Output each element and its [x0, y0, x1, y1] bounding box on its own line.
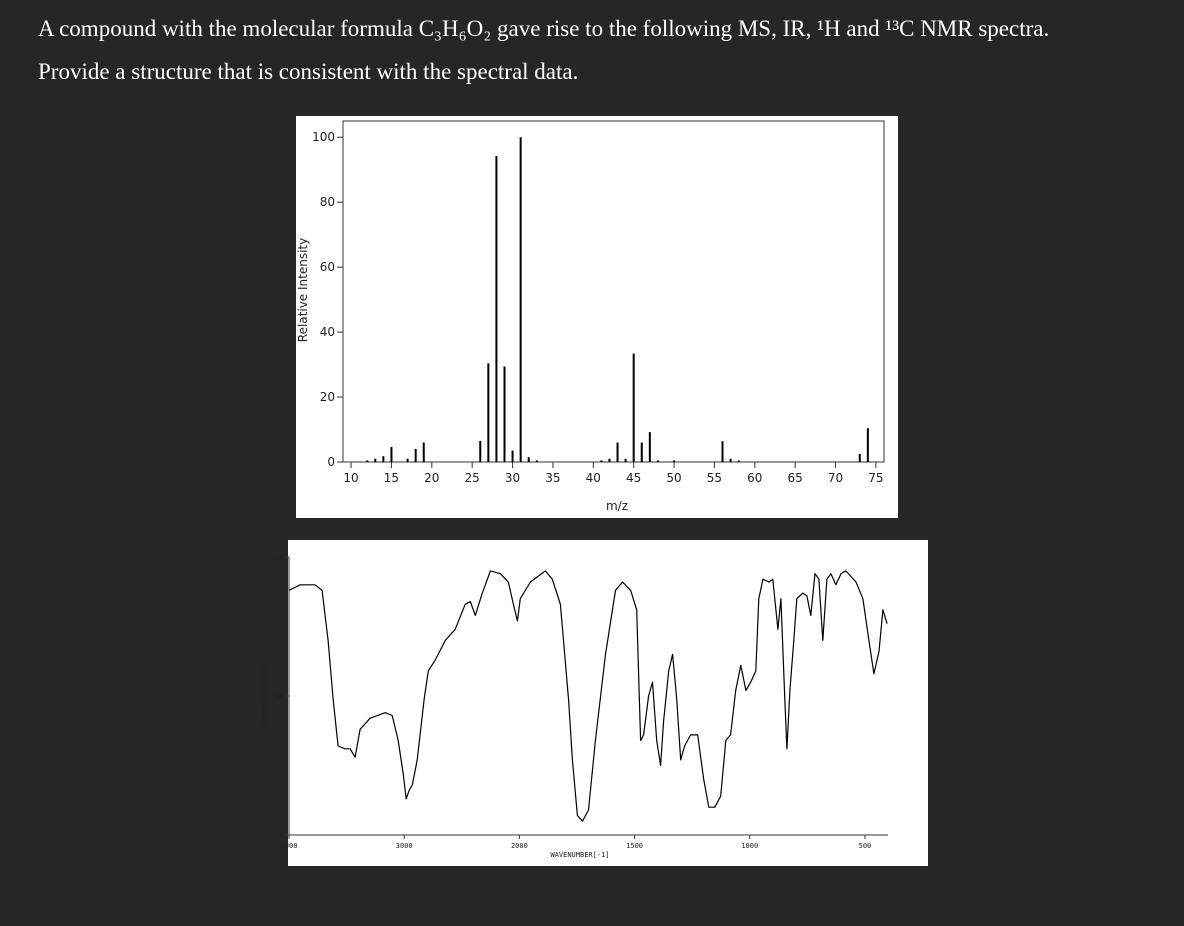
- ms-peak: [503, 366, 506, 462]
- x-tick-label: 65: [788, 471, 803, 485]
- x-axis-title: WAVENUMBER[-1]: [550, 851, 609, 859]
- ms-peak: [737, 460, 740, 462]
- x-tick-label: 30: [505, 471, 520, 485]
- y-tick-label: 20: [320, 390, 335, 404]
- y-tick-label: 80: [320, 195, 335, 209]
- x-tick-label: 3000: [396, 842, 413, 850]
- ms-peak: [487, 363, 490, 462]
- ms-peak: [721, 441, 724, 462]
- x-tick-label: 60: [747, 471, 762, 485]
- y-tick-label: 0: [327, 455, 335, 469]
- ms-peak: [374, 458, 377, 462]
- ms-peak: [673, 460, 676, 462]
- question-line: Provide a structure that is consistent w…: [38, 59, 578, 84]
- ms-peak: [656, 460, 659, 462]
- ms-peak: [608, 458, 611, 462]
- ms-peak: [616, 442, 619, 462]
- x-tick-label: 500: [859, 842, 872, 850]
- ms-peak: [600, 460, 603, 462]
- y-tick-label: 100: [312, 130, 335, 144]
- y-tick-label: 50: [275, 693, 283, 701]
- ms-frame: [342, 120, 885, 463]
- x-tick-label: 1000: [741, 842, 758, 850]
- question-line: A compound with the molecular formula C₃…: [38, 16, 1049, 41]
- ms-peak: [640, 442, 643, 462]
- ms-peak: [858, 453, 861, 462]
- y-axis-title: Relative Intensity: [296, 238, 310, 342]
- ms-peak: [422, 442, 425, 462]
- ms-peak: [866, 428, 869, 462]
- ms-peak: [632, 353, 635, 462]
- ms-peak: [527, 457, 530, 462]
- x-tick-label: 35: [545, 471, 560, 485]
- y-tick-label: 60: [320, 260, 335, 274]
- ms-peak: [495, 156, 498, 462]
- y-axis-title: TRANSMITTANCE[%]: [260, 662, 268, 729]
- x-tick-label: 55: [707, 471, 722, 485]
- ms-peak: [729, 458, 732, 462]
- ms-peak: [382, 456, 385, 462]
- ms-peak: [648, 432, 651, 462]
- ms-peak: [390, 447, 393, 462]
- x-tick-label: 25: [465, 471, 480, 485]
- x-tick-label: 2000: [511, 842, 528, 850]
- ms-peak: [406, 458, 409, 462]
- y-tick-label: 40: [320, 325, 335, 339]
- y-tick-label: 0: [279, 832, 283, 840]
- ms-peak: [414, 449, 417, 462]
- ms-peak: [624, 458, 627, 462]
- x-tick-label: 15: [384, 471, 399, 485]
- ms-panel: [296, 116, 898, 518]
- ms-peak: [366, 460, 369, 462]
- x-axis-title: m/z: [606, 499, 628, 513]
- x-tick-label: 20: [424, 471, 439, 485]
- x-tick-label: 1500: [626, 842, 643, 850]
- ms-peak: [519, 137, 522, 462]
- x-tick-label: 70: [828, 471, 843, 485]
- y-tick-label: 100: [270, 554, 283, 562]
- ms-peak: [511, 450, 514, 462]
- ir-trace: [288, 570, 888, 822]
- x-tick-label: 40: [586, 471, 601, 485]
- ir-panel: [288, 540, 928, 866]
- x-tick-label: 45: [626, 471, 641, 485]
- ms-peak: [479, 440, 482, 462]
- x-tick-label: 50: [666, 471, 681, 485]
- ms-peak: [535, 460, 538, 462]
- x-tick-label: 75: [868, 471, 883, 485]
- x-tick-label: 10: [343, 471, 358, 485]
- x-tick-label: 4000: [281, 842, 298, 850]
